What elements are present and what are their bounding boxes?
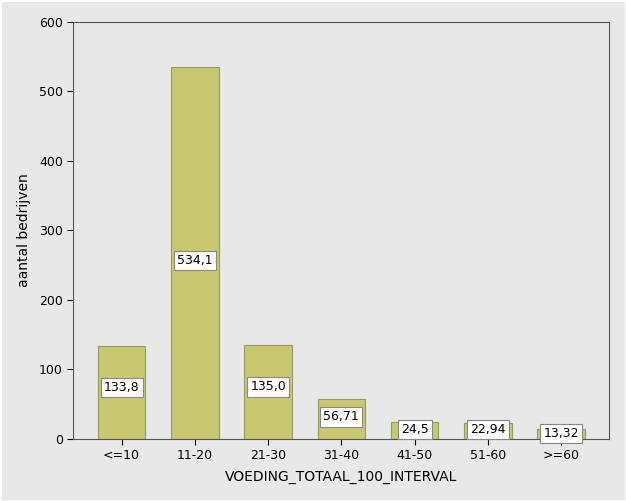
Bar: [244, 345, 292, 438]
Text: 56,71: 56,71: [324, 410, 359, 423]
Bar: [391, 421, 438, 438]
Bar: [537, 429, 585, 438]
Text: 13,32: 13,32: [543, 427, 579, 440]
Bar: [171, 68, 218, 438]
Bar: [464, 423, 511, 438]
Text: 133,8: 133,8: [104, 381, 140, 394]
Text: 22,94: 22,94: [470, 423, 506, 436]
Text: 24,5: 24,5: [401, 423, 429, 436]
Bar: [98, 346, 145, 438]
X-axis label: VOEDING_TOTAAL_100_INTERVAL: VOEDING_TOTAAL_100_INTERVAL: [225, 470, 458, 484]
Text: 135,0: 135,0: [250, 380, 286, 393]
Y-axis label: aantal bedrijven: aantal bedrijven: [17, 173, 31, 287]
Bar: [317, 399, 365, 438]
Text: 534,1: 534,1: [177, 254, 213, 267]
